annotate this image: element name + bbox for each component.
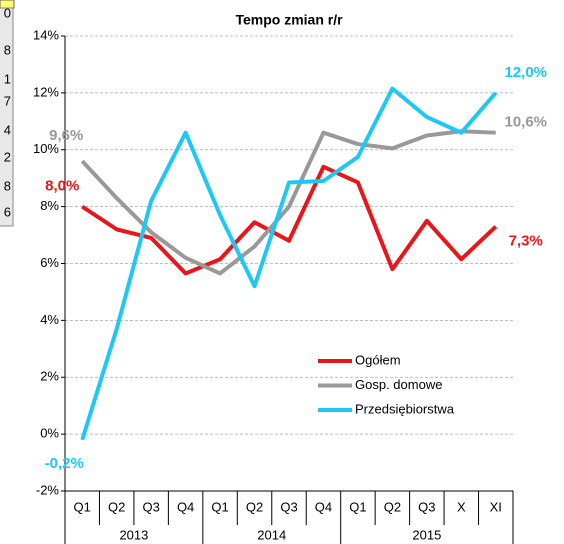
side-cell-text: 2	[4, 149, 11, 164]
x-tick-label: Q1	[211, 499, 228, 514]
x-tick-label: Q1	[74, 499, 91, 514]
side-cell-text: 7	[4, 93, 11, 108]
data-label: 12,0%	[504, 64, 547, 81]
y-tick-label: 14%	[33, 27, 59, 42]
y-tick-label: 12%	[33, 84, 59, 99]
data-label: -0,2%	[45, 455, 84, 472]
y-tick-label: 10%	[33, 141, 59, 156]
side-cell-text: 0	[4, 5, 11, 20]
side-cell-text: 8	[4, 42, 11, 57]
series-line	[81, 164, 498, 276]
y-tick-label: 4%	[40, 312, 59, 327]
data-label: 9,6%	[49, 127, 83, 144]
data-label: 7,3%	[509, 233, 543, 250]
y-tick-label: 2%	[40, 369, 59, 384]
legend-label: Gosp. domowe	[355, 377, 442, 392]
x-tick-label: Q4	[315, 499, 332, 514]
x-tick-label: Q4	[177, 499, 194, 514]
x-tick-label: Q3	[418, 499, 435, 514]
data-label: 10,6%	[504, 114, 547, 131]
side-cell-text: 6	[4, 204, 11, 219]
x-tick-label: X	[457, 499, 466, 514]
chart-title: Tempo zmian r/r	[235, 12, 343, 28]
legend-label: Przedsiębiorstwa	[355, 401, 455, 416]
x-tick-label: Q3	[280, 499, 297, 514]
y-tick-label: 6%	[40, 255, 59, 270]
group-label: 2014	[257, 527, 286, 542]
group-label: 2015	[412, 527, 441, 542]
legend-label: Ogółem	[355, 352, 401, 367]
side-cell-text: 4	[4, 122, 11, 137]
side-cell-text: 8	[4, 178, 11, 193]
series-line	[80, 129, 496, 276]
group-label: 2013	[119, 527, 148, 542]
series-line	[80, 86, 498, 441]
x-tick-label: Q2	[108, 499, 125, 514]
x-tick-label: Q1	[349, 499, 366, 514]
side-cell-text: 1	[4, 71, 11, 86]
y-tick-label: 0%	[40, 426, 59, 441]
y-tick-label: 8%	[40, 198, 59, 213]
x-tick-label: XI	[490, 499, 502, 514]
x-tick-label: Q2	[384, 499, 401, 514]
side-cells	[0, 7, 14, 227]
x-tick-label: Q2	[246, 499, 263, 514]
x-tick-label: Q3	[142, 499, 159, 514]
y-tick-label: -2%	[36, 482, 60, 497]
data-label: 8,0%	[45, 178, 79, 195]
